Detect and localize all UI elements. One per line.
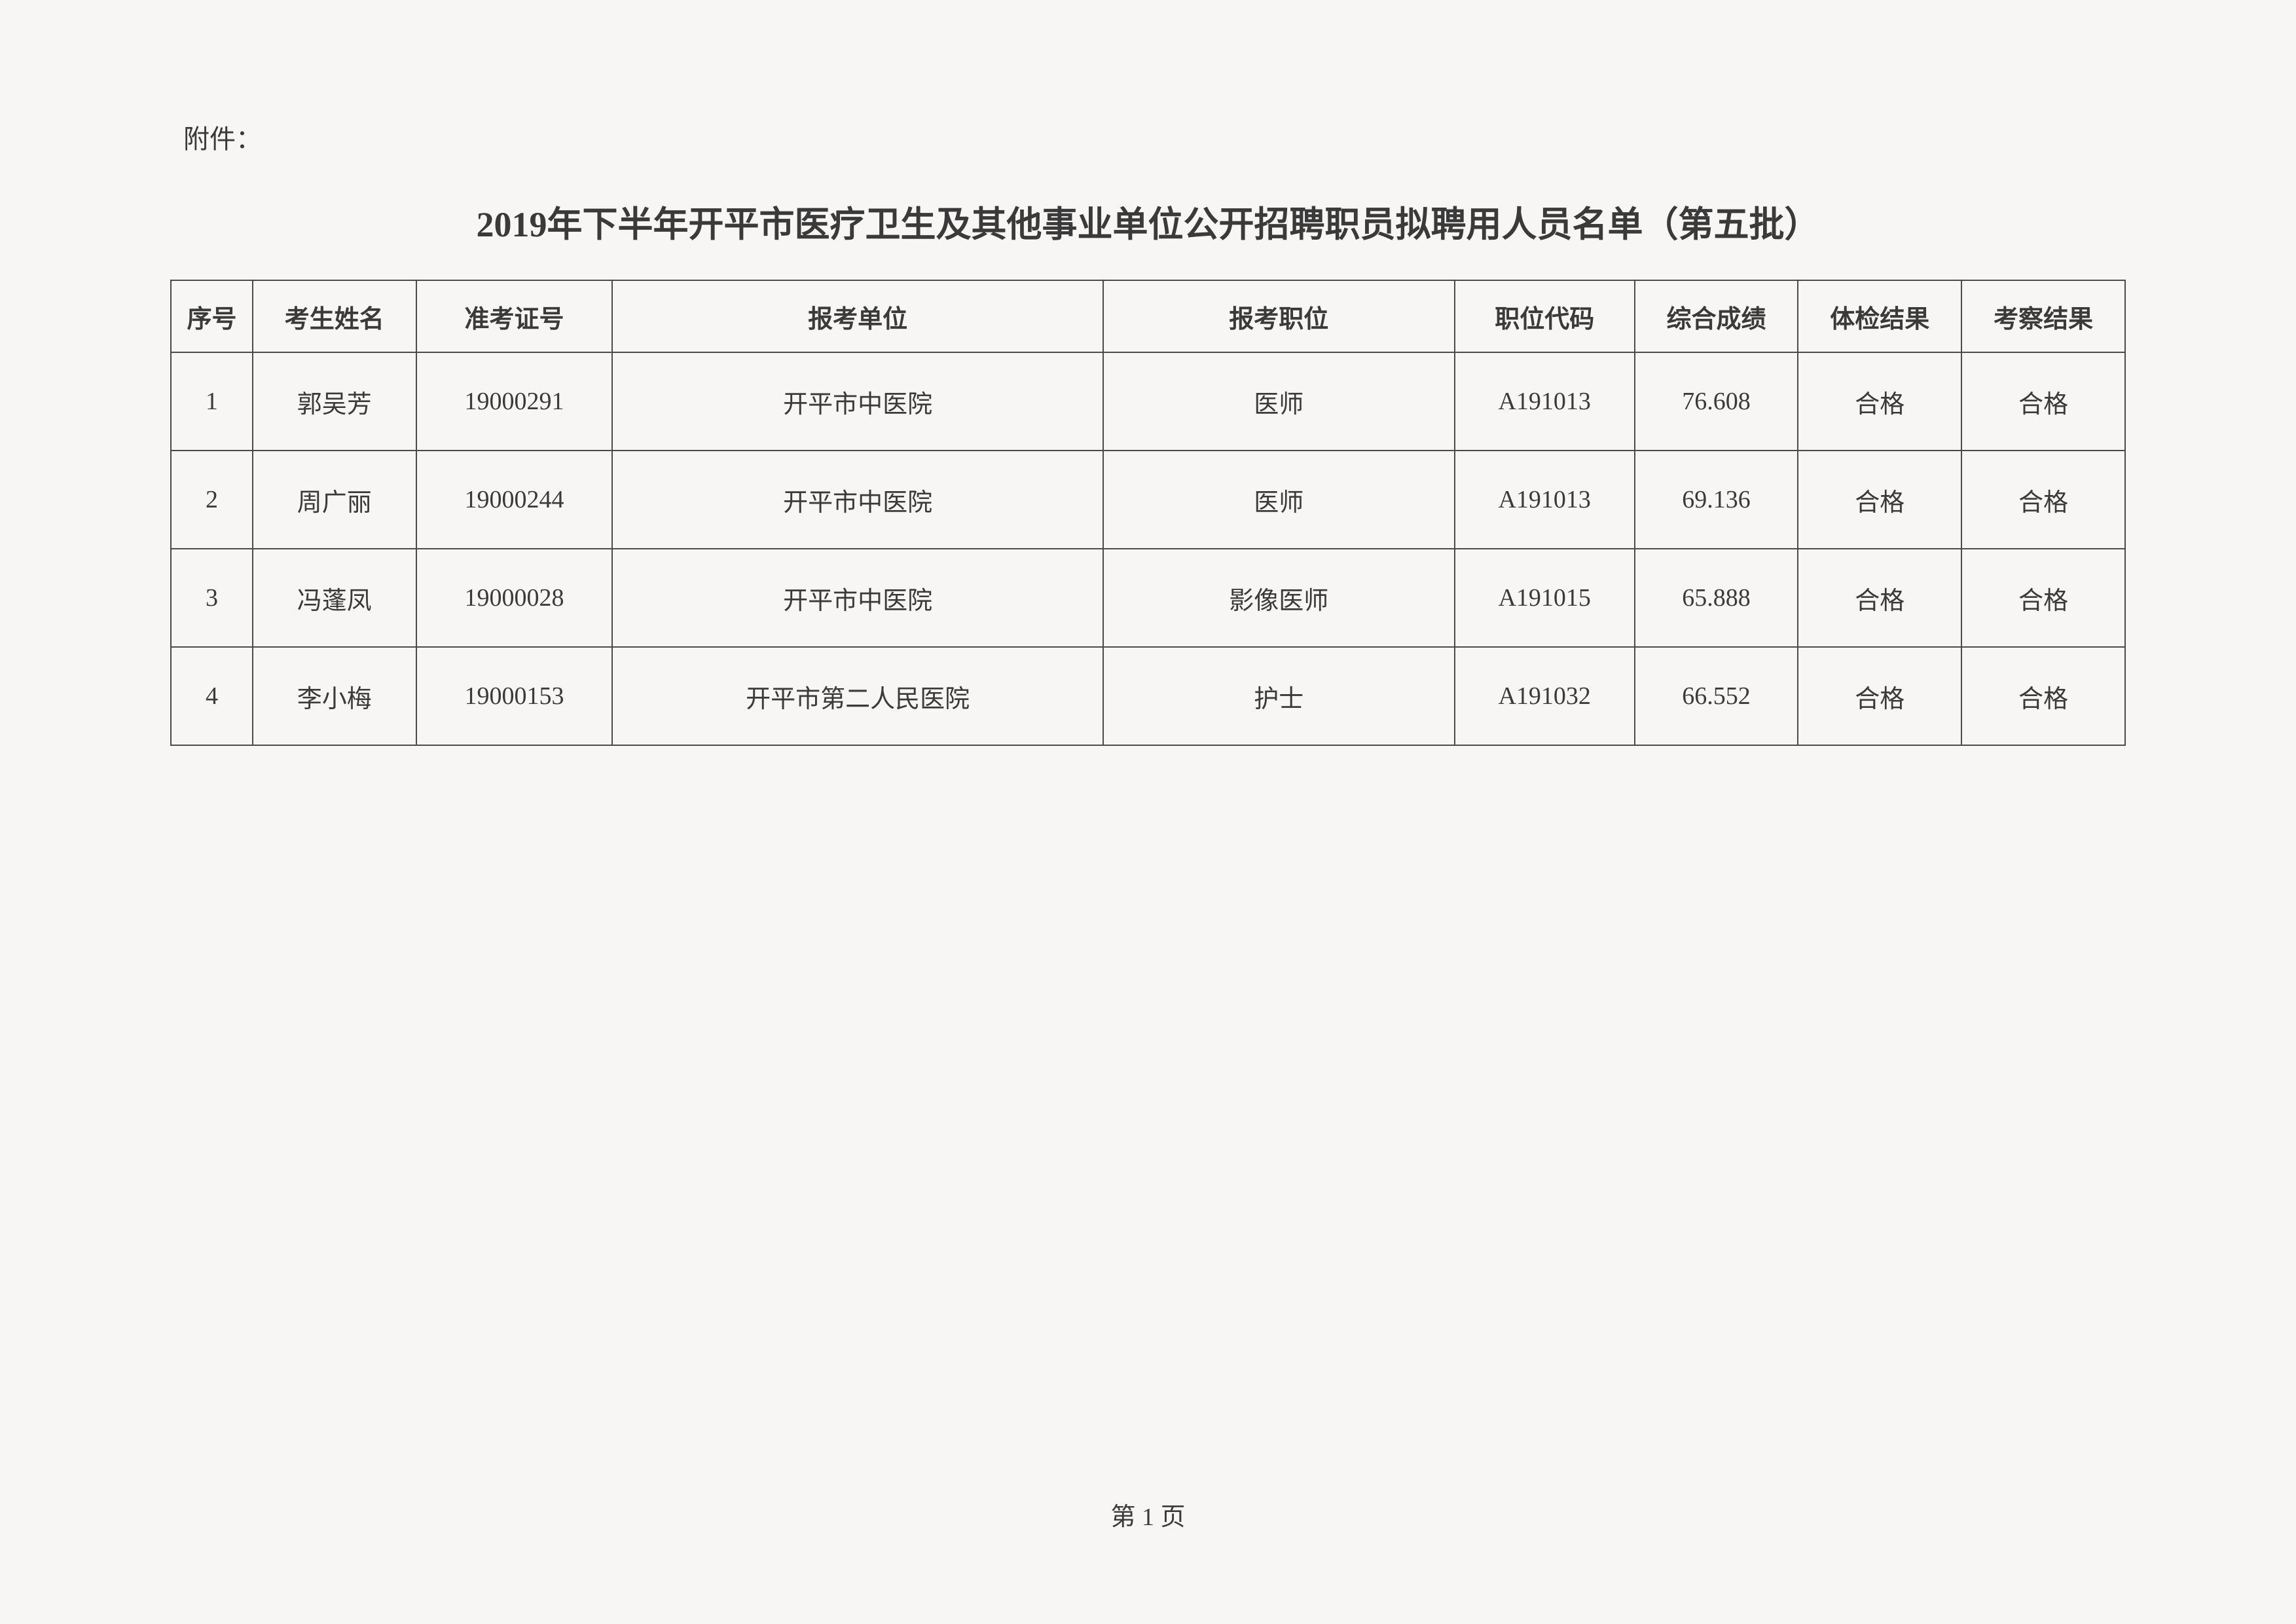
table-body: 1 郭吴芳 19000291 开平市中医院 医师 A191013 76.608 … — [171, 352, 2125, 745]
cell-physical: 合格 — [1798, 451, 1961, 549]
cell-code: A191015 — [1455, 549, 1635, 647]
cell-score: 69.136 — [1635, 451, 1798, 549]
cell-inspect: 合格 — [1961, 352, 2125, 451]
cell-inspect: 合格 — [1961, 549, 2125, 647]
cell-exam-no: 19000028 — [416, 549, 613, 647]
cell-code: A191013 — [1455, 352, 1635, 451]
cell-physical: 合格 — [1798, 352, 1961, 451]
col-header-inspect: 考察结果 — [1961, 280, 2125, 352]
cell-score: 65.888 — [1635, 549, 1798, 647]
col-header-score: 综合成绩 — [1635, 280, 1798, 352]
cell-unit: 开平市第二人民医院 — [612, 647, 1102, 745]
cell-exam-no: 19000244 — [416, 451, 613, 549]
cell-score: 66.552 — [1635, 647, 1798, 745]
cell-seq: 3 — [171, 549, 253, 647]
col-header-seq: 序号 — [171, 280, 253, 352]
col-header-exam-no: 准考证号 — [416, 280, 613, 352]
personnel-table: 序号 考生姓名 准考证号 报考单位 报考职位 职位代码 综合成绩 体检结果 考察… — [170, 280, 2126, 746]
col-header-code: 职位代码 — [1455, 280, 1635, 352]
cell-inspect: 合格 — [1961, 451, 2125, 549]
col-header-position: 报考职位 — [1103, 280, 1455, 352]
cell-exam-no: 19000291 — [416, 352, 613, 451]
cell-seq: 2 — [171, 451, 253, 549]
cell-exam-no: 19000153 — [416, 647, 613, 745]
cell-physical: 合格 — [1798, 549, 1961, 647]
cell-seq: 1 — [171, 352, 253, 451]
cell-position: 医师 — [1103, 352, 1455, 451]
table-row: 3 冯蓬凤 19000028 开平市中医院 影像医师 A191015 65.88… — [171, 549, 2125, 647]
cell-name: 冯蓬凤 — [253, 549, 416, 647]
table-row: 4 李小梅 19000153 开平市第二人民医院 护士 A191032 66.5… — [171, 647, 2125, 745]
cell-score: 76.608 — [1635, 352, 1798, 451]
cell-position: 影像医师 — [1103, 549, 1455, 647]
col-header-physical: 体检结果 — [1798, 280, 1961, 352]
attachment-label: 附件： — [170, 118, 2126, 156]
cell-position: 护士 — [1103, 647, 1455, 745]
table-row: 2 周广丽 19000244 开平市中医院 医师 A191013 69.136 … — [171, 451, 2125, 549]
cell-name: 周广丽 — [253, 451, 416, 549]
cell-position: 医师 — [1103, 451, 1455, 549]
table-row: 1 郭吴芳 19000291 开平市中医院 医师 A191013 76.608 … — [171, 352, 2125, 451]
cell-name: 李小梅 — [253, 647, 416, 745]
page-number: 第 1 页 — [0, 1496, 2296, 1532]
cell-code: A191013 — [1455, 451, 1635, 549]
col-header-unit: 报考单位 — [612, 280, 1102, 352]
col-header-name: 考生姓名 — [253, 280, 416, 352]
table-header-row: 序号 考生姓名 准考证号 报考单位 报考职位 职位代码 综合成绩 体检结果 考察… — [171, 280, 2125, 352]
cell-code: A191032 — [1455, 647, 1635, 745]
cell-unit: 开平市中医院 — [612, 352, 1102, 451]
cell-unit: 开平市中医院 — [612, 549, 1102, 647]
page-title: 2019年下半年开平市医疗卫生及其他事业单位公开招聘职员拟聘用人员名单（第五批） — [170, 195, 2126, 247]
cell-inspect: 合格 — [1961, 647, 2125, 745]
cell-unit: 开平市中医院 — [612, 451, 1102, 549]
cell-name: 郭吴芳 — [253, 352, 416, 451]
cell-seq: 4 — [171, 647, 253, 745]
cell-physical: 合格 — [1798, 647, 1961, 745]
